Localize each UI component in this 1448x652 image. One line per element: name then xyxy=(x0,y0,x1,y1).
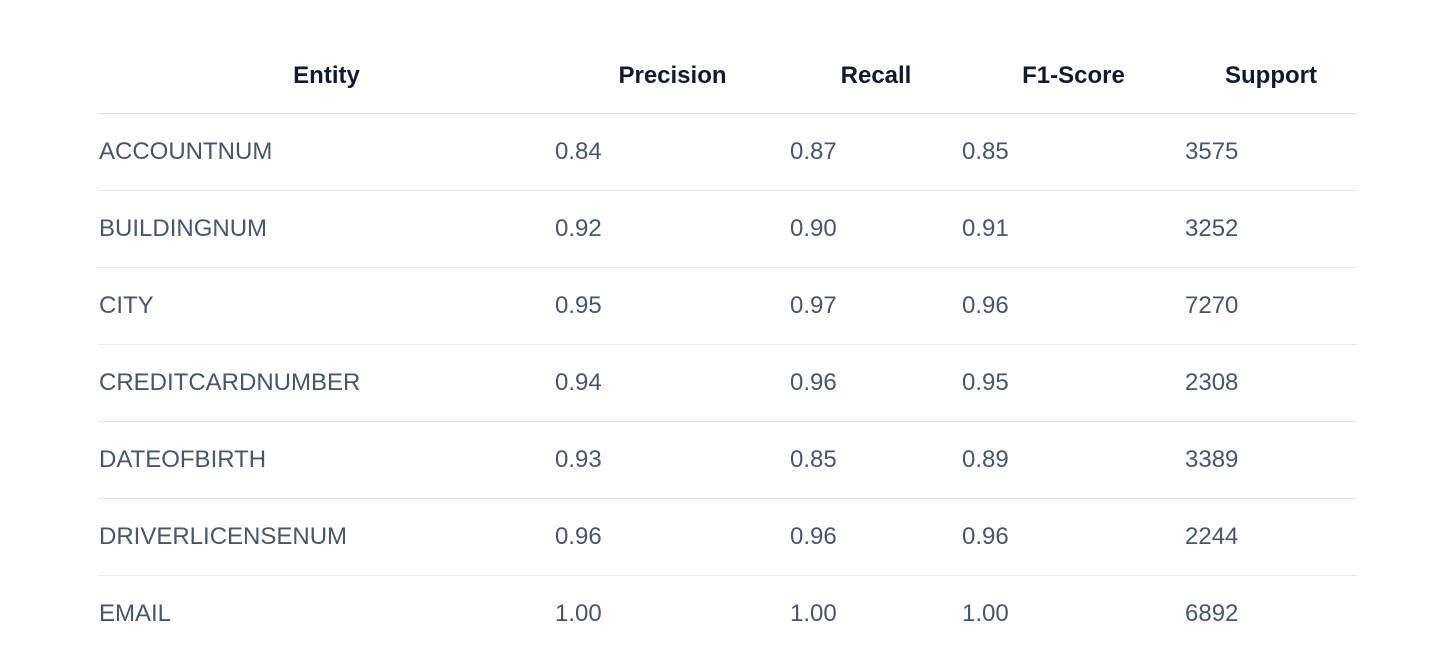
cell-f1: 1.00 xyxy=(962,576,1185,652)
cell-f1: 0.85 xyxy=(962,114,1185,191)
cell-support: 3389 xyxy=(1185,422,1357,499)
cell-recall: 0.90 xyxy=(790,191,962,268)
cell-precision: 0.92 xyxy=(555,191,790,268)
table-row: EMAIL 1.00 1.00 1.00 6892 xyxy=(98,576,1357,652)
header-entity: Entity xyxy=(98,38,555,114)
table-row: ACCOUNTNUM 0.84 0.87 0.85 3575 xyxy=(98,114,1357,191)
cell-recall: 0.96 xyxy=(790,499,962,576)
cell-recall: 0.85 xyxy=(790,422,962,499)
cell-support: 2244 xyxy=(1185,499,1357,576)
cell-entity: BUILDINGNUM xyxy=(98,191,555,268)
cell-entity: ACCOUNTNUM xyxy=(98,114,555,191)
metrics-table: Entity Precision Recall F1-Score Support… xyxy=(98,38,1357,652)
cell-f1: 0.96 xyxy=(962,499,1185,576)
cell-support: 3575 xyxy=(1185,114,1357,191)
header-row: Entity Precision Recall F1-Score Support xyxy=(98,38,1357,114)
cell-precision: 0.84 xyxy=(555,114,790,191)
header-f1-score: F1-Score xyxy=(962,38,1185,114)
cell-support: 2308 xyxy=(1185,345,1357,422)
cell-recall: 0.97 xyxy=(790,268,962,345)
header-recall: Recall xyxy=(790,38,962,114)
cell-f1: 0.91 xyxy=(962,191,1185,268)
cell-entity: CREDITCARDNUMBER xyxy=(98,345,555,422)
cell-recall: 1.00 xyxy=(790,576,962,652)
cell-precision: 0.96 xyxy=(555,499,790,576)
cell-entity: CITY xyxy=(98,268,555,345)
cell-recall: 0.87 xyxy=(790,114,962,191)
header-precision: Precision xyxy=(555,38,790,114)
header-support: Support xyxy=(1185,38,1357,114)
cell-entity: DATEOFBIRTH xyxy=(98,422,555,499)
table-row: DRIVERLICENSENUM 0.96 0.96 0.96 2244 xyxy=(98,499,1357,576)
cell-support: 7270 xyxy=(1185,268,1357,345)
cell-precision: 1.00 xyxy=(555,576,790,652)
cell-support: 6892 xyxy=(1185,576,1357,652)
cell-entity: EMAIL xyxy=(98,576,555,652)
cell-f1: 0.96 xyxy=(962,268,1185,345)
cell-f1: 0.89 xyxy=(962,422,1185,499)
cell-precision: 0.94 xyxy=(555,345,790,422)
table-row: CITY 0.95 0.97 0.96 7270 xyxy=(98,268,1357,345)
table-row: CREDITCARDNUMBER 0.94 0.96 0.95 2308 xyxy=(98,345,1357,422)
table-row: BUILDINGNUM 0.92 0.90 0.91 3252 xyxy=(98,191,1357,268)
table-header: Entity Precision Recall F1-Score Support xyxy=(98,38,1357,114)
cell-precision: 0.93 xyxy=(555,422,790,499)
cell-precision: 0.95 xyxy=(555,268,790,345)
cell-f1: 0.95 xyxy=(962,345,1185,422)
table-body: ACCOUNTNUM 0.84 0.87 0.85 3575 BUILDINGN… xyxy=(98,114,1357,652)
table-row: DATEOFBIRTH 0.93 0.85 0.89 3389 xyxy=(98,422,1357,499)
cell-recall: 0.96 xyxy=(790,345,962,422)
cell-entity: DRIVERLICENSENUM xyxy=(98,499,555,576)
cell-support: 3252 xyxy=(1185,191,1357,268)
